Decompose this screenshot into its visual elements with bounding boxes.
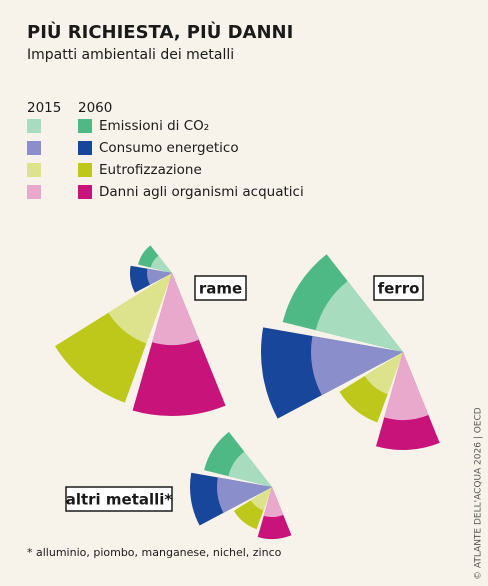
- group-label: altri metalli*: [66, 491, 173, 509]
- legend-swatch: [27, 163, 41, 177]
- sector: [311, 336, 403, 396]
- legend-label: Consumo energetico: [99, 140, 239, 156]
- sector: [108, 273, 172, 344]
- legend-swatch: [78, 141, 92, 155]
- subtitle: Impatti ambientali dei metalli: [27, 47, 234, 63]
- legend-swatch: [27, 141, 41, 155]
- sector: [384, 352, 429, 420]
- legend-swatch: [27, 185, 41, 199]
- legend-label: Danni agli organismi acquatici: [99, 184, 304, 200]
- group-label-box: [65, 486, 173, 512]
- group-label-box: [373, 275, 424, 301]
- legend-year: 2060: [78, 100, 112, 116]
- legend-year: 2015: [27, 100, 61, 116]
- sector: [250, 487, 272, 511]
- sector: [263, 487, 284, 517]
- legend-swatch: [78, 185, 92, 199]
- legend-swatch: [78, 119, 92, 133]
- sector: [150, 255, 172, 273]
- sector: [228, 451, 272, 487]
- sector: [217, 477, 272, 513]
- footnote: * alluminio, piombo, manganese, nichel, …: [27, 546, 282, 559]
- group-label: ferro: [378, 280, 420, 298]
- sector: [152, 273, 199, 345]
- group-label-box: [194, 275, 247, 301]
- source: © ATLANTE DELL'ACQUA 2026 | OECD: [474, 407, 484, 580]
- legend-label: Eutrofizzazione: [99, 162, 202, 178]
- sector: [364, 352, 403, 395]
- sector: [315, 281, 403, 352]
- group-label: rame: [199, 280, 242, 298]
- legend-label: Emissioni di CO₂: [99, 118, 209, 134]
- title: PIÙ RICHIESTA, PIÙ DANNI: [27, 21, 293, 43]
- legend-swatch: [27, 119, 41, 133]
- legend-swatch: [78, 163, 92, 177]
- sector: [147, 268, 172, 285]
